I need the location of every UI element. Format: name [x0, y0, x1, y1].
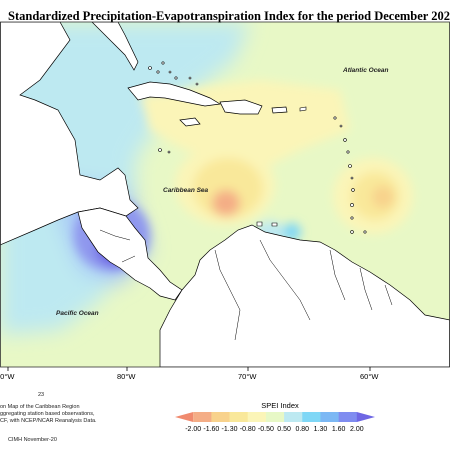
legend-bin-2	[211, 412, 230, 422]
legend-bin-5	[265, 412, 285, 422]
lon-label-70w: 70°W	[238, 372, 257, 381]
note-line-3: CF, with NCEP/NCAR Reanalysis Data.	[0, 418, 97, 424]
borders	[99, 229, 393, 341]
lon-label-60w: 60°W	[360, 372, 379, 381]
legend-tick-label: 0.80	[295, 426, 310, 433]
legend-title: SPEI Index	[261, 401, 299, 410]
label-atlantic-ocean: Atlantic Ocean	[342, 67, 389, 74]
legend-bin-3	[229, 412, 249, 422]
legend-bin-1	[193, 412, 212, 422]
lon-label-80w: 80°W	[117, 372, 136, 381]
label-caribbean-sea: Caribbean Sea	[163, 187, 209, 194]
label-pacific-ocean: Pacific Ocean	[56, 310, 99, 317]
legend-bin-8	[320, 412, 339, 422]
legend-bin-0	[175, 412, 194, 422]
note-number: 23	[38, 392, 45, 398]
note-footer: CIMH November-20	[8, 437, 57, 443]
legend-tick-label: -1.30	[221, 426, 238, 433]
legend-tick-label: 1.60	[331, 426, 346, 433]
note-line-2: ggregating station based observations,	[0, 411, 95, 417]
legend-colorbar	[175, 412, 375, 422]
legend-tick-label: 2.00	[350, 426, 364, 433]
small-islands	[148, 61, 367, 234]
map-title: Standardized Precipitation-Evapotranspir…	[8, 9, 450, 23]
lon-label-90w: 90°W	[0, 372, 15, 381]
legend-tick-label: 1.30	[313, 426, 328, 433]
legend-tick-label: -2.00	[185, 426, 202, 433]
land-masses	[0, 22, 450, 367]
longitude-ticks	[7, 367, 371, 371]
legend-tick-label: -0.80	[239, 426, 256, 433]
legend-bin-7	[302, 412, 321, 422]
legend-tick-label: -1.60	[203, 426, 220, 433]
legend-bin-9	[338, 412, 358, 422]
legend-bin-4	[247, 412, 267, 422]
legend-bin-10	[356, 412, 375, 422]
note-line-1: on Map of the Caribbean Region	[0, 404, 80, 410]
legend-ticks: -2.00 -1.60 -1.30 -0.80 -0.50 0.50 0.80 1.30 1.6…	[175, 426, 375, 436]
legend-tick-label: 0.50	[277, 426, 291, 433]
legend-tick-label: -0.50	[257, 426, 274, 433]
legend-bin-6	[284, 412, 303, 422]
